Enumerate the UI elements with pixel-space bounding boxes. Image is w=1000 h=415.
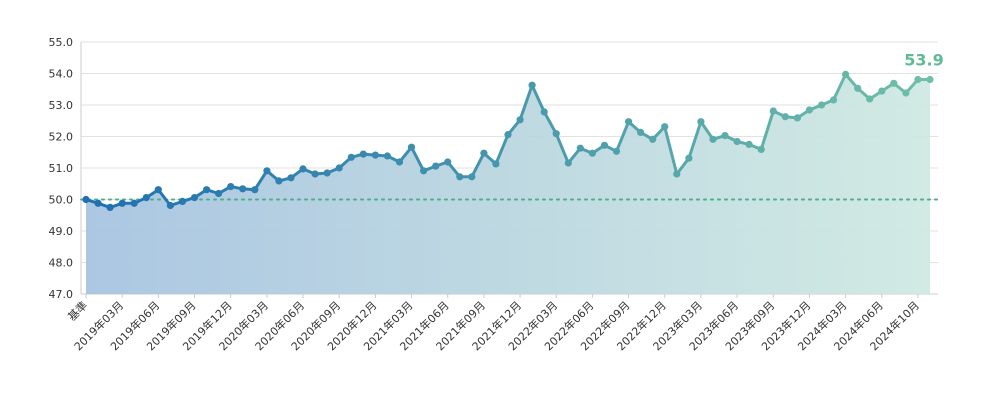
data-point xyxy=(817,101,826,109)
x-tick-label: 基準 xyxy=(65,298,90,323)
y-tick-label: 50.0 xyxy=(49,194,74,207)
x-axis-ticks: 基準2019年03月2019年06月2019年09月2019年12月2020年0… xyxy=(65,294,922,353)
y-tick-label: 52.0 xyxy=(49,131,74,144)
data-point xyxy=(383,152,391,160)
data-point xyxy=(263,167,271,175)
data-point xyxy=(540,108,548,116)
y-tick-label: 49.0 xyxy=(49,225,74,238)
data-point xyxy=(456,173,464,181)
y-tick-label: 48.0 xyxy=(49,257,74,270)
data-point xyxy=(612,147,621,155)
data-point xyxy=(468,173,476,181)
data-point xyxy=(130,199,138,207)
data-point xyxy=(673,170,681,178)
data-point xyxy=(335,164,343,172)
area-fill xyxy=(86,74,930,295)
data-point xyxy=(926,75,934,84)
data-point xyxy=(239,185,247,193)
data-point xyxy=(793,114,802,122)
data-point xyxy=(685,154,693,162)
data-point xyxy=(697,118,705,126)
data-point xyxy=(166,201,174,210)
data-point xyxy=(347,153,355,161)
y-tick-label: 51.0 xyxy=(49,162,74,175)
data-point xyxy=(118,199,126,207)
data-point xyxy=(902,89,910,97)
data-point xyxy=(745,140,753,148)
data-point xyxy=(432,162,440,170)
data-point xyxy=(576,144,584,152)
y-tick-label: 47.0 xyxy=(49,288,74,301)
data-point xyxy=(649,135,657,143)
data-point xyxy=(323,169,331,177)
data-point xyxy=(299,165,307,173)
data-point xyxy=(552,130,560,138)
data-point xyxy=(878,87,886,95)
data-point xyxy=(94,199,102,207)
end-value-label: 53.9 xyxy=(904,50,943,69)
data-point xyxy=(407,143,416,151)
data-point xyxy=(203,186,211,194)
data-point xyxy=(480,149,488,157)
data-point xyxy=(564,159,572,167)
data-point xyxy=(866,95,874,103)
data-point xyxy=(142,194,150,202)
data-point xyxy=(275,177,283,185)
data-point xyxy=(359,150,367,158)
data-point xyxy=(420,167,428,175)
data-point xyxy=(251,186,259,194)
data-point xyxy=(588,149,597,157)
data-point xyxy=(106,203,114,211)
data-points xyxy=(82,70,934,211)
data-point xyxy=(769,107,777,115)
y-axis-ticks: 47.0 48.0 49.0 50.0 51.0 52.0 53.0 54.0 55.0 xyxy=(49,36,74,301)
data-point xyxy=(733,137,741,146)
data-point xyxy=(829,96,838,104)
data-point xyxy=(154,186,162,194)
data-point xyxy=(504,131,512,139)
y-tick-label: 54.0 xyxy=(49,68,74,81)
data-point xyxy=(528,81,536,89)
data-point xyxy=(444,158,452,166)
data-point xyxy=(914,75,922,84)
data-point xyxy=(492,160,500,168)
data-point xyxy=(190,194,199,202)
data-point xyxy=(721,132,729,140)
data-point xyxy=(287,174,295,182)
data-point xyxy=(227,183,235,191)
data-point xyxy=(215,189,223,198)
data-point xyxy=(709,135,717,143)
data-point xyxy=(781,113,789,121)
data-point xyxy=(757,145,765,153)
y-tick-label: 53.0 xyxy=(49,99,74,112)
data-point xyxy=(600,141,609,149)
data-point xyxy=(854,84,862,92)
data-point xyxy=(82,195,90,204)
data-point xyxy=(661,123,669,131)
data-point xyxy=(178,197,187,205)
data-point xyxy=(311,170,319,178)
area-fill-layer xyxy=(86,74,930,295)
y-tick-label: 55.0 xyxy=(49,36,74,49)
data-point xyxy=(890,79,898,87)
data-point xyxy=(395,158,404,166)
data-point xyxy=(371,151,379,159)
data-point xyxy=(805,106,814,114)
data-point xyxy=(625,118,633,126)
data-point xyxy=(842,70,850,78)
data-point xyxy=(637,128,645,136)
data-point xyxy=(516,116,524,124)
